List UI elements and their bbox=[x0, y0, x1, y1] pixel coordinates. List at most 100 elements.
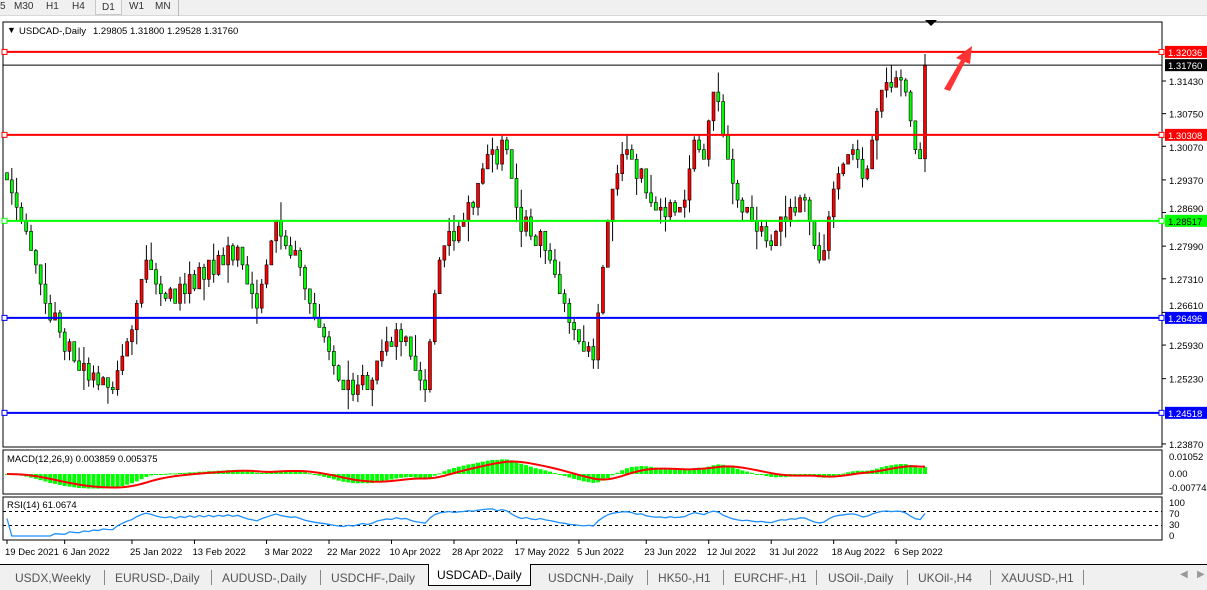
candle-body bbox=[692, 139, 697, 170]
candle-body bbox=[788, 206, 793, 222]
candle bbox=[754, 206, 759, 250]
candle bbox=[370, 377, 375, 407]
macd-histogram-bar bbox=[918, 468, 923, 474]
candle bbox=[663, 197, 668, 232]
candle-body bbox=[259, 283, 264, 309]
macd-histogram-bar bbox=[485, 460, 490, 474]
candle bbox=[543, 230, 548, 264]
candle bbox=[557, 261, 562, 294]
candle-body bbox=[34, 250, 38, 266]
tab-eurchf-h1[interactable]: EURCHF-,H1 bbox=[734, 571, 807, 585]
level-price-tag bbox=[1165, 59, 1207, 72]
timeframe-mn[interactable]: MN bbox=[155, 1, 171, 12]
candle-body bbox=[235, 246, 240, 261]
candle bbox=[586, 341, 591, 358]
chart-menu-icon[interactable]: ▼ bbox=[7, 25, 16, 35]
candle bbox=[553, 248, 557, 278]
macd-histogram-bar bbox=[182, 472, 187, 474]
candle-body bbox=[38, 264, 43, 285]
tab-usdcad-daily[interactable]: USDCAD-,Daily bbox=[428, 564, 531, 586]
candle bbox=[279, 202, 283, 250]
timeframe-m30[interactable]: M30 bbox=[14, 1, 34, 12]
candle-body bbox=[399, 329, 403, 342]
macd-histogram-bar bbox=[57, 474, 62, 485]
candle-body bbox=[716, 91, 721, 102]
tab-eurusd-daily[interactable]: EURUSD-,Daily bbox=[115, 571, 200, 585]
candle bbox=[702, 143, 706, 160]
candle bbox=[360, 364, 365, 391]
timeframe-w1[interactable]: W1 bbox=[129, 1, 144, 12]
macd-histogram-bar bbox=[903, 464, 908, 474]
candle-body bbox=[596, 312, 600, 361]
candle-body bbox=[543, 230, 548, 251]
candle bbox=[841, 162, 846, 177]
tab-usdchf-daily[interactable]: USDCHF-,Daily bbox=[331, 571, 415, 585]
candle-body bbox=[86, 362, 91, 381]
candle bbox=[735, 179, 740, 208]
candle bbox=[187, 261, 192, 304]
macd-histogram-bar bbox=[682, 470, 687, 474]
tab-separator bbox=[990, 570, 991, 585]
candle bbox=[846, 154, 850, 165]
macd-histogram-bar bbox=[687, 469, 692, 474]
macd-tick: 0.00 bbox=[1169, 469, 1188, 480]
macd-histogram-bar bbox=[288, 470, 293, 474]
candle-body bbox=[187, 274, 192, 294]
scroll-left-icon[interactable]: ◀ bbox=[1180, 569, 1188, 580]
timeframe-h4[interactable]: H4 bbox=[72, 1, 85, 12]
level-handle bbox=[1, 314, 8, 321]
tab-hk50-h1[interactable]: HK50-,H1 bbox=[658, 571, 711, 585]
macd-histogram-bar bbox=[153, 474, 158, 475]
candle bbox=[91, 365, 96, 388]
candle-body bbox=[91, 372, 96, 381]
candle bbox=[211, 243, 216, 283]
macd-histogram-bar bbox=[302, 472, 307, 474]
candle-body bbox=[779, 216, 783, 232]
macd-histogram-bar bbox=[317, 474, 322, 476]
candle-body bbox=[240, 246, 245, 266]
candle bbox=[77, 347, 81, 371]
scroll-right-icon[interactable]: ▶ bbox=[1197, 569, 1205, 580]
candle-body bbox=[471, 202, 476, 208]
candle-body bbox=[870, 139, 874, 170]
candle-body bbox=[110, 387, 115, 391]
candle bbox=[605, 219, 610, 268]
candle-body bbox=[735, 182, 740, 201]
x-tick-label: 6 Sep 2022 bbox=[894, 547, 943, 558]
candle bbox=[216, 250, 221, 276]
tab-ukoil-h4[interactable]: UKOil-,H4 bbox=[918, 571, 973, 585]
chart-shift-marker-icon[interactable] bbox=[925, 20, 937, 26]
candle bbox=[437, 257, 442, 294]
candle-body bbox=[807, 199, 812, 222]
tab-usoil-daily[interactable]: USOil-,Daily bbox=[828, 571, 894, 585]
candle-body bbox=[673, 202, 677, 213]
candle-body bbox=[572, 322, 576, 330]
y-tick-label: 1.27990 bbox=[1169, 242, 1203, 253]
level-price-label: 1.28517 bbox=[1168, 217, 1202, 228]
macd-histogram-bar bbox=[841, 473, 846, 475]
candle bbox=[538, 229, 543, 258]
candle-body bbox=[697, 139, 701, 150]
timeframe-h1[interactable]: H1 bbox=[46, 1, 59, 12]
candle-body bbox=[851, 149, 855, 155]
macd-histogram-bar bbox=[307, 473, 312, 475]
timeframe-5[interactable]: 5 bbox=[0, 1, 6, 12]
y-tick-label: 1.23870 bbox=[1169, 440, 1203, 451]
tab-audusd-daily[interactable]: AUDUSD-,Daily bbox=[222, 571, 307, 585]
candle-body bbox=[831, 188, 836, 218]
candle-body bbox=[557, 274, 562, 294]
candle bbox=[125, 338, 129, 357]
timeframe-d1[interactable]: D1 bbox=[95, 0, 122, 15]
macd-histogram-bar bbox=[235, 469, 240, 474]
tab-usdcnh-daily[interactable]: USDCNH-,Daily bbox=[548, 571, 634, 585]
macd-histogram-bar bbox=[187, 472, 192, 474]
candle-body bbox=[601, 266, 605, 314]
macd-histogram-bar bbox=[447, 469, 452, 474]
macd-histogram-bar bbox=[711, 465, 716, 474]
candle bbox=[332, 345, 336, 375]
price-chart[interactable]: 1.31430 1.30750 1.30070 1.29370 1.28690 1.279… bbox=[0, 16, 1207, 564]
tab-xauusd-h1[interactable]: XAUUSD-,H1 bbox=[1001, 571, 1074, 585]
candle bbox=[5, 172, 9, 181]
tab-usdx-weekly[interactable]: USDX,Weekly bbox=[15, 571, 91, 585]
candle-body bbox=[759, 226, 764, 232]
